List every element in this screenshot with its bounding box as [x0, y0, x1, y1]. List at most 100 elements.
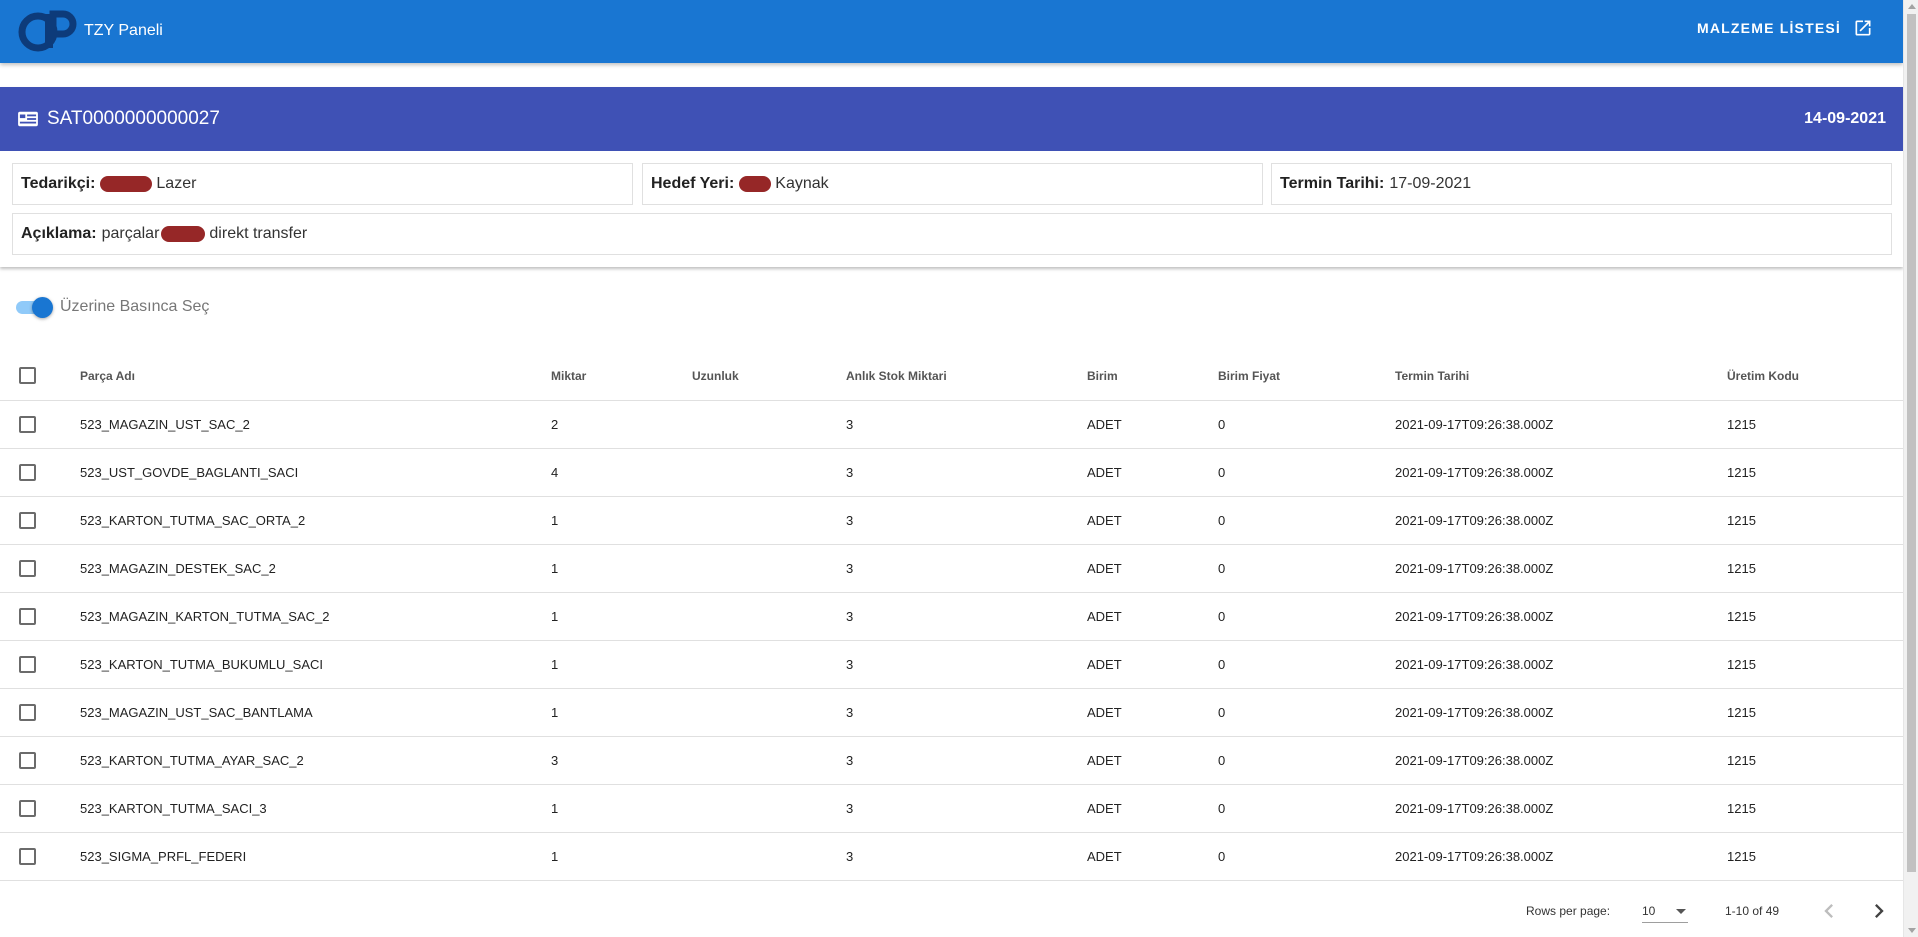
column-header[interactable]: Termin Tarihi — [1395, 352, 1727, 401]
table-cell: 523_MAGAZIN_DESTEK_SAC_2 — [80, 544, 551, 593]
column-header[interactable]: Uzunluk — [692, 352, 846, 401]
row-checkbox[interactable] — [19, 703, 36, 721]
table-cell: 3 — [846, 496, 1087, 545]
switch-thumb — [32, 297, 53, 318]
redacted-mark — [161, 226, 206, 242]
table-cell: 0 — [1218, 400, 1395, 449]
table-cell: 523_UST_GOVDE_BAGLANTI_SACI — [80, 448, 551, 497]
table-cell: ADET — [1087, 496, 1218, 545]
table-cell: 1215 — [1727, 448, 1903, 497]
table-cell: ADET — [1087, 736, 1218, 785]
table-cell: 1 — [551, 640, 692, 689]
table-cell: 0 — [1218, 688, 1395, 737]
table-row[interactable]: 523_KARTON_TUTMA_SACI_3 1 3 ADET 0 2021-09-17… — [0, 784, 1903, 833]
select-on-click-switch[interactable] — [14, 296, 53, 318]
table-cell: 1215 — [1727, 832, 1903, 881]
column-header[interactable]: Miktar — [551, 352, 692, 401]
table-cell: 1215 — [1727, 640, 1903, 689]
order-header: SAT0000000000027 14-09-2021 — [0, 87, 1903, 151]
row-checkbox[interactable] — [19, 607, 36, 625]
scrollbar-thumb[interactable] — [1907, 14, 1916, 872]
table-cell: 1 — [551, 688, 692, 737]
supplier-field: Tedarikçi: Lazer — [12, 163, 633, 205]
open-in-new-icon — [1855, 20, 1871, 36]
supplier-label: Tedarikçi: — [21, 175, 96, 192]
description-field: Açıklama: parçalar direkt transfer — [12, 213, 1892, 255]
row-checkbox[interactable] — [19, 847, 36, 865]
row-checkbox[interactable] — [19, 751, 36, 769]
table-cell — [692, 448, 846, 497]
deadline-field: Termin Tarihi: 17-09-2021 — [1271, 163, 1892, 205]
table-cell: 0 — [1218, 736, 1395, 785]
table-header-row: Parça Adı Miktar Uzunluk Anlık Stok Mikt… — [0, 352, 1903, 401]
table-cell: ADET — [1087, 784, 1218, 833]
deadline-label: Termin Tarihi: — [1280, 175, 1385, 192]
table-cell: 523_SIGMA_PRFL_FEDERI — [80, 832, 551, 881]
column-header[interactable]: Anlık Stok Miktari — [846, 352, 1087, 401]
table-row[interactable]: 523_MAGAZIN_UST_SAC_BANTLAMA 1 3 ADET 0 2021-… — [0, 688, 1903, 737]
table-row[interactable]: 523_KARTON_TUTMA_SAC_ORTA_2 1 3 ADET 0 2021-0… — [0, 496, 1903, 545]
table-row[interactable]: 523_MAGAZIN_KARTON_TUTMA_SAC_2 1 3 ADET 0 202… — [0, 592, 1903, 641]
chevron-left-icon[interactable] — [1815, 897, 1843, 925]
table-cell: ADET — [1087, 400, 1218, 449]
row-checkbox[interactable] — [19, 655, 36, 673]
rows-per-page-select[interactable]: 10 — [1642, 897, 1688, 923]
select-on-click-label: Üzerine Basınca Seç — [60, 298, 210, 315]
table-cell: 2021-09-17T09:26:38.000Z — [1395, 400, 1727, 449]
table-cell: 1215 — [1727, 784, 1903, 833]
row-checkbox[interactable] — [19, 415, 36, 433]
table-cell: 1215 — [1727, 400, 1903, 449]
select-all-checkbox[interactable] — [19, 367, 36, 385]
chevron-right-icon[interactable] — [1865, 897, 1893, 925]
material-list-button[interactable]: MALZEME LİSTESİ — [1697, 18, 1873, 38]
description-prefix: parçalar — [101, 225, 160, 242]
table-cell — [692, 400, 846, 449]
rows-per-page-value: 10 — [1642, 904, 1656, 918]
target-field: Hedef Yeri: Kaynak — [642, 163, 1263, 205]
scroll-down-arrow-icon[interactable] — [1908, 928, 1916, 933]
vertical-scrollbar[interactable] — [1903, 0, 1918, 937]
row-checkbox[interactable] — [19, 511, 36, 529]
table-cell — [692, 688, 846, 737]
page-range-text: 1-10 of 49 — [1725, 904, 1780, 918]
table-cell: 0 — [1218, 832, 1395, 881]
table-cell: ADET — [1087, 832, 1218, 881]
table-cell: 2021-09-17T09:26:38.000Z — [1395, 592, 1727, 641]
table-cell: 523_KARTON_TUTMA_SACI_3 — [80, 784, 551, 833]
redacted-mark — [100, 176, 153, 192]
column-header[interactable]: Parça Adı — [80, 352, 551, 401]
row-checkbox[interactable] — [19, 799, 36, 817]
rows-per-page-label: Rows per page: — [1526, 904, 1611, 918]
column-header[interactable]: Birim — [1087, 352, 1218, 401]
row-checkbox[interactable] — [19, 559, 36, 577]
description-suffix: direkt transfer — [209, 225, 308, 242]
table-cell: 523_KARTON_TUTMA_BUKUMLU_SACI — [80, 640, 551, 689]
table-cell: 3 — [551, 736, 692, 785]
table-cell — [692, 736, 846, 785]
table-row[interactable]: 523_KARTON_TUTMA_BUKUMLU_SACI 1 3 ADET 0 2021… — [0, 640, 1903, 689]
app-bar: TZY Paneli MALZEME LİSTESİ — [0, 0, 1903, 63]
table-cell: 2021-09-17T09:26:38.000Z — [1395, 640, 1727, 689]
column-header[interactable]: Birim Fiyat — [1218, 352, 1395, 401]
table-row[interactable]: 523_MAGAZIN_DESTEK_SAC_2 1 3 ADET 0 2021-09-1… — [0, 544, 1903, 593]
table-row[interactable]: 523_KARTON_TUTMA_AYAR_SAC_2 3 3 ADET 0 2021-0… — [0, 736, 1903, 785]
table-row[interactable]: 523_SIGMA_PRFL_FEDERI 1 3 ADET 0 2021-09-17T0… — [0, 832, 1903, 881]
table-cell — [692, 640, 846, 689]
table-cell: ADET — [1087, 640, 1218, 689]
table-cell: 1215 — [1727, 592, 1903, 641]
table-cell: 1 — [551, 592, 692, 641]
table-cell: 1215 — [1727, 544, 1903, 593]
table-cell: 2021-09-17T09:26:38.000Z — [1395, 688, 1727, 737]
table-row[interactable]: 523_MAGAZIN_UST_SAC_2 2 3 ADET 0 2021-09-17T0… — [0, 400, 1903, 449]
column-header[interactable]: Üretim Kodu — [1727, 352, 1903, 401]
table-row[interactable]: 523_UST_GOVDE_BAGLANTI_SACI 4 3 ADET 0 2021-0… — [0, 448, 1903, 497]
table-cell: 523_MAGAZIN_UST_SAC_BANTLAMA — [80, 688, 551, 737]
table-cell — [692, 496, 846, 545]
op-logo-icon[interactable] — [18, 8, 78, 52]
row-checkbox[interactable] — [19, 463, 36, 481]
redacted-mark — [739, 176, 772, 192]
table-cell: 2021-09-17T09:26:38.000Z — [1395, 496, 1727, 545]
table-cell: ADET — [1087, 592, 1218, 641]
scroll-up-arrow-icon[interactable] — [1908, 4, 1916, 9]
table-pagination: Rows per page: 10 1-10 of 49 — [0, 887, 1903, 935]
